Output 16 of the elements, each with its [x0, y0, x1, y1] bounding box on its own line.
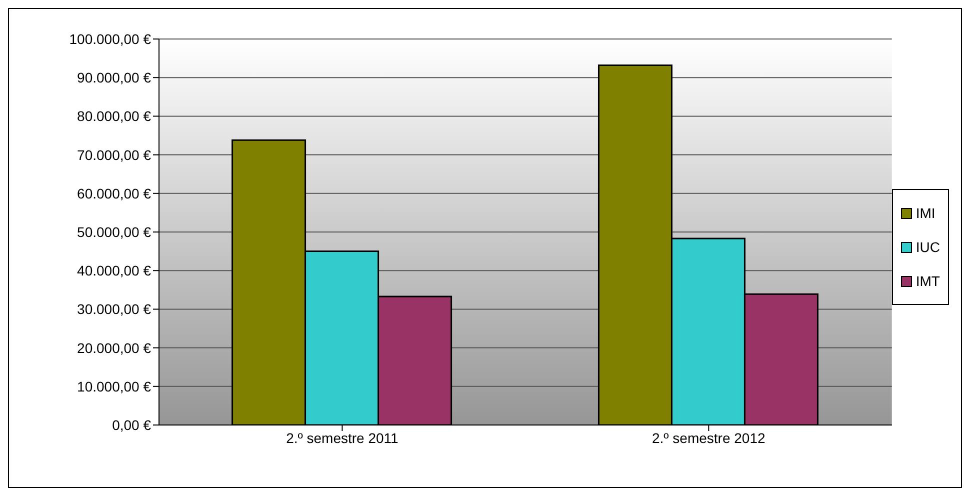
y-tick-label: 0,00 € — [112, 416, 152, 433]
y-tick-label: 10.000,00 € — [77, 378, 152, 394]
y-tick-label: 60.000,00 € — [77, 185, 152, 202]
legend-label: IUC — [916, 239, 940, 255]
y-tick-label: 50.000,00 € — [77, 224, 152, 240]
y-tick-label: 90.000,00 € — [77, 70, 152, 86]
y-tick-label: 40.000,00 € — [77, 262, 152, 279]
legend-label: IMT — [916, 273, 940, 289]
y-tick-label: 20.000,00 € — [77, 340, 152, 356]
y-tick-label: 100.000,00 € — [69, 30, 152, 47]
legend-label: IMI — [916, 205, 936, 221]
y-tick-label: 30.000,00 € — [77, 301, 152, 318]
x-tick-label: 2.º semestre 2011 — [286, 430, 399, 446]
y-tick-label: 70.000,00 € — [77, 146, 152, 163]
x-tick-label: 2.º semestre 2012 — [652, 430, 766, 446]
y-tick-label: 80.000,00 € — [77, 108, 152, 124]
